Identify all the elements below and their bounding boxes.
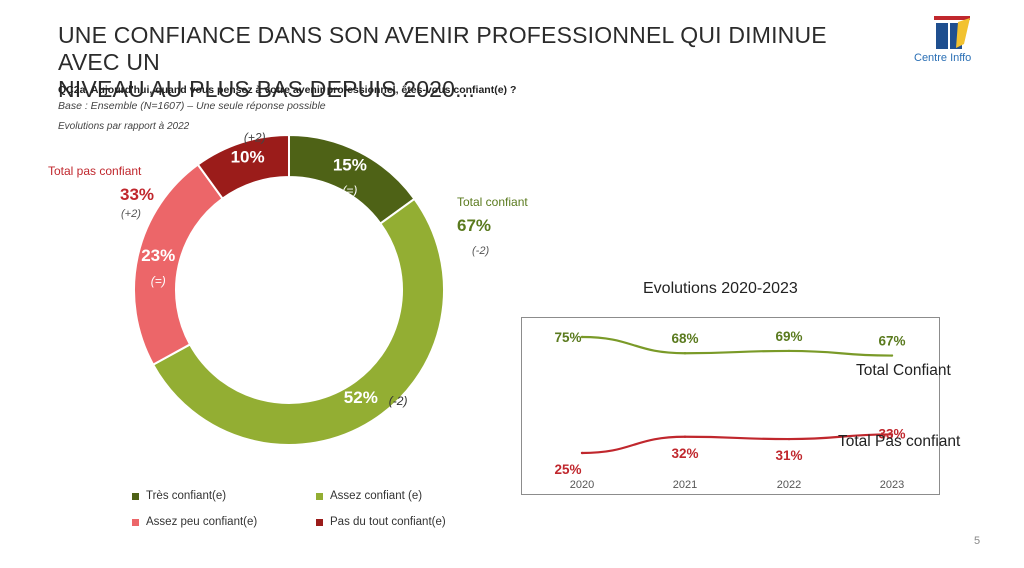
legend-item-tres-confiant: Très confiant(e) xyxy=(132,490,226,502)
question-text: QC2a. Aujourd'hui, quand vous pensez à v… xyxy=(58,84,517,96)
legend-swatch xyxy=(316,518,323,526)
total-confiant-change: (-2) xyxy=(472,245,490,257)
line-point-total-pas-confiant-2023 xyxy=(890,433,894,436)
total-confiant-value: 67% xyxy=(457,216,492,235)
total-pas-confiant-change: (+2) xyxy=(121,208,141,220)
donut-slice-assez-confiant xyxy=(151,197,445,446)
centre-inffo-logo xyxy=(934,16,970,49)
line-point-total-pas-confiant-2021 xyxy=(683,435,687,438)
line-point-total-confiant-2021 xyxy=(683,352,687,355)
line-series-total-confiant xyxy=(581,335,893,357)
logo-text: Centre Inffo xyxy=(914,52,972,64)
base-note: Base : Ensemble (N=1607) – Une seule rép… xyxy=(58,100,326,112)
legend-label: Pas du tout confiant(e) xyxy=(330,516,446,528)
line-value-label-total-pas-confiant-2023: 33% xyxy=(878,426,905,441)
line-value-label-total-pas-confiant-2022: 31% xyxy=(775,448,802,463)
line-x-tick-2020: 2020 xyxy=(570,479,594,491)
legend-item-pas-du-tout-confiant: Pas du tout confiant(e) xyxy=(316,516,446,528)
line-point-total-pas-confiant-2020 xyxy=(580,451,584,455)
donut-slice-tres-confiant xyxy=(288,133,416,225)
line-value-label-total-pas-confiant-2020: 25% xyxy=(554,462,581,477)
page-number: 5 xyxy=(974,535,981,547)
legend-swatch xyxy=(132,518,139,526)
series-name-total-pas-confiant: Total Pas confiant xyxy=(838,433,961,450)
total-pas-confiant-value: 33% xyxy=(120,185,155,204)
line-value-label-total-confiant-2022: 69% xyxy=(775,329,802,344)
line-point-total-pas-confiant-2022 xyxy=(787,437,791,441)
line-point-total-confiant-2022 xyxy=(787,349,791,353)
donut-slice-pas-du-tout-confiant xyxy=(196,133,290,200)
legend-item-assez-confiant: Assez confiant (e) xyxy=(316,490,422,502)
total-pas-confiant-label: Total pas confiant xyxy=(48,164,142,178)
slide-title-line2: NIVEAU AU PLUS BAS DEPUIS 2020... xyxy=(58,76,475,102)
line-value-label-total-pas-confiant-2021: 32% xyxy=(671,446,698,461)
slide-title-line1: UNE CONFIANCE DANS SON AVENIR PROFESSION… xyxy=(58,22,827,75)
line-value-label-total-confiant-2021: 68% xyxy=(671,331,698,346)
line-x-tick-2023: 2023 xyxy=(880,479,904,491)
legend-label: Assez peu confiant(e) xyxy=(146,516,258,528)
line-value-label-total-confiant-2023: 67% xyxy=(878,334,905,349)
legend-swatch xyxy=(316,492,323,500)
evolutions-note: Evolutions par rapport à 2022 xyxy=(58,121,190,132)
donut-change-label-assez-confiant: (-2) xyxy=(389,394,408,408)
line-x-tick-2021: 2021 xyxy=(673,479,697,491)
legend-swatch xyxy=(132,492,139,500)
legend-label: Assez confiant (e) xyxy=(330,490,423,502)
line-x-tick-2022: 2022 xyxy=(777,479,801,491)
donut-value-label-tres-confiant: 15% xyxy=(333,156,367,175)
line-series-total-pas-confiant xyxy=(581,433,893,455)
donut-change-label-pas-du-tout-confiant: (+2) xyxy=(244,130,266,144)
slide-title: UNE CONFIANCE DANS SON AVENIR PROFESSION… xyxy=(58,22,878,103)
donut-change-label-tres-confiant: (=) xyxy=(342,184,357,198)
donut-value-label-pas-du-tout-confiant: 10% xyxy=(231,148,265,167)
line-point-total-confiant-2023 xyxy=(890,354,894,357)
legend-label: Très confiant(e) xyxy=(146,490,227,502)
line-chart-frame: 75% 68% 69% 67% 25% 32% 31% 33% 2020 2021 2022 2023… xyxy=(521,317,960,495)
line-chart: 75% 68% 69% 67% 25% 32% 31% 33% 2020 2021 2022 2023 xyxy=(554,329,905,491)
line-value-label-total-confiant-2020: 75% xyxy=(554,330,581,345)
line-chart-title: Evolutions 2020-2023 xyxy=(643,280,798,297)
donut-value-label-assez-peu-confiant: 23% xyxy=(141,246,175,265)
legend-item-assez-peu-confiant: Assez peu confiant(e) xyxy=(132,516,257,528)
donut-legend: Très confiant(e) Assez confiant (e) Asse… xyxy=(132,490,492,530)
total-confiant-label: Total confiant xyxy=(457,195,528,209)
series-name-total-confiant: Total Confiant xyxy=(856,362,951,379)
donut-value-label-assez-confiant: 52% xyxy=(344,388,378,407)
line-point-total-confiant-2020 xyxy=(580,335,584,339)
donut-change-label-assez-peu-confiant: (=) xyxy=(151,274,166,288)
